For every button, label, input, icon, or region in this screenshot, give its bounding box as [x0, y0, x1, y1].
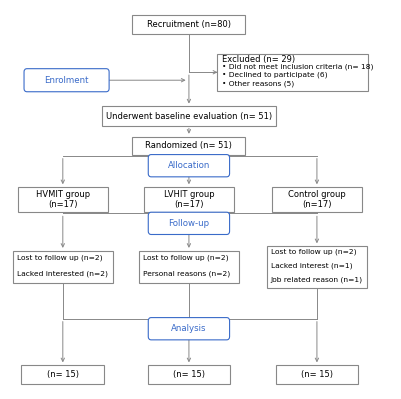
Text: (n= 15): (n= 15)	[301, 370, 333, 379]
FancyBboxPatch shape	[24, 69, 109, 92]
Text: Follow-up: Follow-up	[168, 219, 209, 228]
Text: Lacked interest (n=1): Lacked interest (n=1)	[271, 263, 352, 269]
Text: Personal reasons (n=2): Personal reasons (n=2)	[143, 271, 230, 277]
FancyBboxPatch shape	[148, 212, 230, 235]
FancyBboxPatch shape	[217, 54, 368, 91]
Text: (n= 15): (n= 15)	[173, 370, 205, 379]
FancyBboxPatch shape	[139, 251, 239, 283]
Text: • Did not meet inclusion criteria (n= 18): • Did not meet inclusion criteria (n= 18…	[222, 63, 373, 70]
FancyBboxPatch shape	[13, 251, 113, 283]
Text: Lost to follow up (n=2): Lost to follow up (n=2)	[17, 254, 102, 261]
Text: Enrolment: Enrolment	[45, 76, 89, 85]
Text: Lacked interested (n=2): Lacked interested (n=2)	[17, 271, 108, 277]
FancyBboxPatch shape	[18, 187, 108, 212]
FancyBboxPatch shape	[102, 107, 275, 126]
FancyBboxPatch shape	[275, 365, 358, 383]
Text: Analysis: Analysis	[171, 324, 207, 333]
FancyBboxPatch shape	[267, 246, 367, 288]
FancyBboxPatch shape	[148, 318, 230, 340]
Text: HVMIT group
(n=17): HVMIT group (n=17)	[36, 190, 90, 209]
FancyBboxPatch shape	[148, 154, 230, 177]
FancyBboxPatch shape	[272, 187, 362, 212]
FancyBboxPatch shape	[132, 137, 245, 155]
Text: Randomized (n= 51): Randomized (n= 51)	[146, 141, 232, 150]
FancyBboxPatch shape	[144, 187, 234, 212]
Text: Underwent baseline evaluation (n= 51): Underwent baseline evaluation (n= 51)	[106, 111, 272, 120]
Text: Recruitment (n=80): Recruitment (n=80)	[147, 20, 231, 29]
Text: Job related reason (n=1): Job related reason (n=1)	[271, 277, 363, 283]
Text: (n= 15): (n= 15)	[47, 370, 79, 379]
Text: • Other reasons (5): • Other reasons (5)	[222, 80, 294, 87]
Text: Excluded (n= 29): Excluded (n= 29)	[222, 55, 295, 65]
FancyBboxPatch shape	[21, 365, 104, 383]
Text: LVHIT group
(n=17): LVHIT group (n=17)	[164, 190, 214, 209]
Text: Lost to follow up (n=2): Lost to follow up (n=2)	[271, 249, 356, 255]
Text: Allocation: Allocation	[168, 161, 210, 170]
FancyBboxPatch shape	[148, 365, 230, 383]
Text: • Declined to participate (6): • Declined to participate (6)	[222, 72, 327, 78]
Text: Lost to follow up (n=2): Lost to follow up (n=2)	[143, 254, 229, 261]
Text: Control group
(n=17): Control group (n=17)	[288, 190, 346, 209]
FancyBboxPatch shape	[132, 15, 245, 34]
